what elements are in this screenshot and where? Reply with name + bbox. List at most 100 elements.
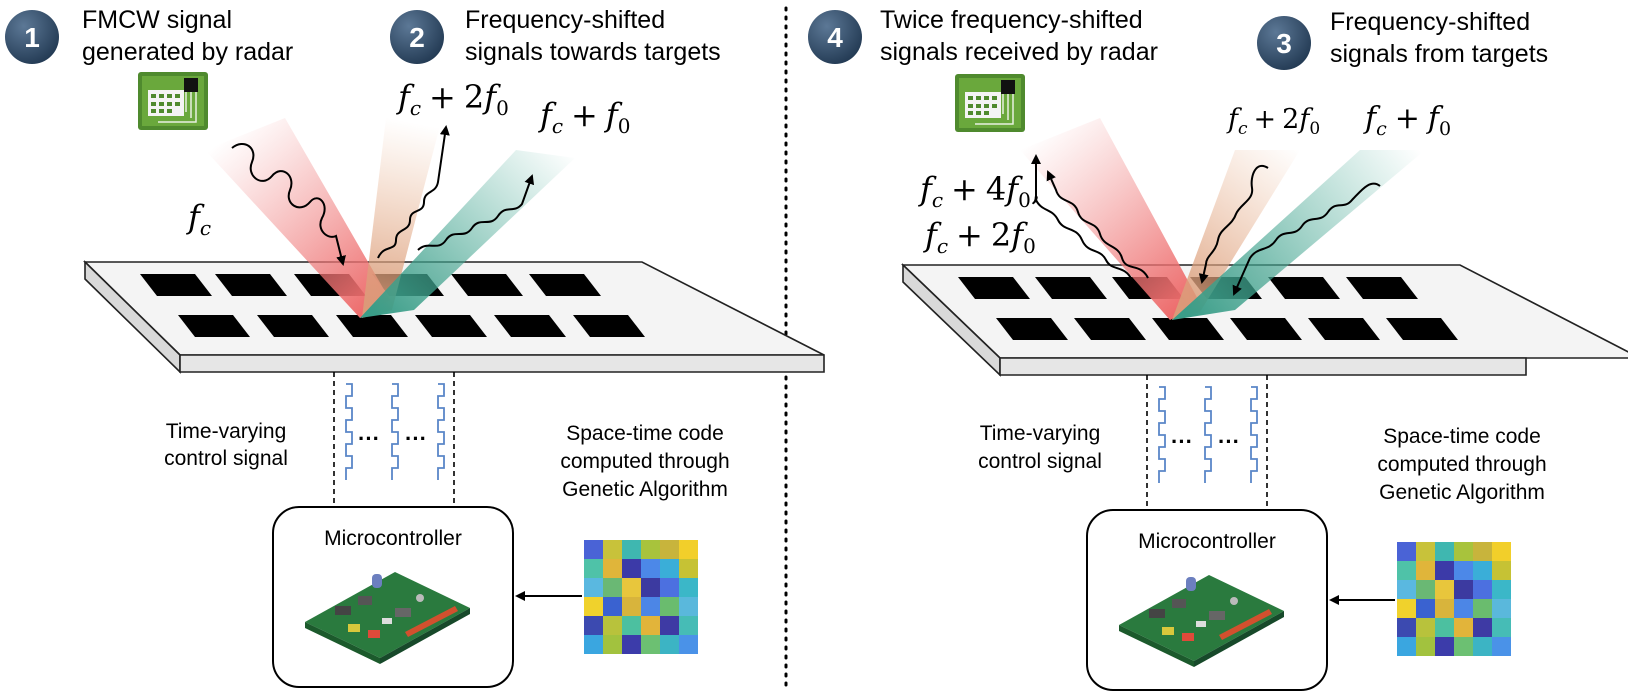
circuit-board-icon (1119, 575, 1284, 667)
code-matrix-cell (660, 559, 679, 578)
code-matrix-cell (660, 540, 679, 559)
beam-from-target-f0 (1172, 150, 1425, 320)
code-matrix-cell (1397, 618, 1416, 637)
code-matrix-cell (1416, 580, 1435, 599)
radar-board-icon (138, 72, 208, 130)
wave-from-target-2f0 (1198, 165, 1269, 284)
code-matrix-cell (603, 540, 622, 559)
space-time-code-label-line1: Space-time code (566, 422, 724, 445)
step-title-line2: signals received by radar (880, 38, 1158, 66)
code-matrix-cell (679, 616, 698, 635)
code-matrix-cell (1454, 542, 1473, 561)
code-matrix-cell (1435, 561, 1454, 580)
space-time-code-label-line2: computed through (1377, 453, 1546, 476)
code-matrix-cell (1416, 542, 1435, 561)
step-badge-1 (5, 10, 59, 64)
code-matrix-cell (1454, 618, 1473, 637)
step-2: 2 Frequency-shifted signals towards targ… (390, 6, 721, 66)
step-badge-2 (390, 10, 444, 64)
beam-shifted-2f0 (362, 118, 442, 318)
ellipsis: ··· (1218, 429, 1240, 454)
code-matrix-cell (641, 540, 660, 559)
left-panel: 1 FMCW signal generated by radar 2 Frequ… (5, 6, 825, 688)
control-signal-label-line2: control signal (164, 447, 288, 470)
code-matrix-cell (660, 597, 679, 616)
control-signal-label-line1: Time-varying (980, 422, 1101, 445)
code-matrix-cell (584, 578, 603, 597)
code-matrix-cell (1473, 542, 1492, 561)
code-matrix-cell (584, 559, 603, 578)
step-title-line1: Frequency-shifted (465, 6, 665, 34)
label-fc-plus-2f0: fc +2f0 (1226, 104, 1320, 139)
signal-beams (1020, 118, 1425, 320)
microcontroller-box: Microcontroller (272, 506, 514, 688)
wave-f0 (417, 174, 535, 251)
code-matrix-cell (1473, 618, 1492, 637)
wave-2f0 (377, 125, 450, 259)
space-time-code-matrix (584, 540, 698, 654)
step-title-line2: generated by radar (82, 38, 293, 66)
step-3: 3 Frequency-shifted signals from targets (1257, 8, 1548, 70)
code-matrix-cell (622, 616, 641, 635)
code-matrix-cell (660, 635, 679, 654)
step-title-line1: Twice frequency-shifted (880, 6, 1143, 34)
code-matrix-cell (622, 578, 641, 597)
code-matrix-cell (641, 597, 660, 616)
label-fc: fc (186, 198, 211, 240)
step-badge-4 (808, 10, 862, 64)
code-matrix-cell (1416, 618, 1435, 637)
control-signal-label-line1: Time-varying (166, 420, 287, 443)
metasurface-panel (83, 260, 825, 374)
code-matrix-cell (603, 635, 622, 654)
metasurface-panel (901, 263, 1628, 377)
code-matrix-cell (1454, 637, 1473, 656)
code-matrix-cell (1454, 580, 1473, 599)
circuit-board-icon (305, 572, 470, 664)
code-matrix-cell (1435, 599, 1454, 618)
code-matrix-cell (603, 559, 622, 578)
code-matrix-cell (603, 578, 622, 597)
code-matrix-cell (1473, 580, 1492, 599)
code-matrix-cell (622, 559, 641, 578)
code-matrix-cell (584, 540, 603, 559)
code-matrix-cell (660, 578, 679, 597)
label-fc-plus-2f0-received: fc +2f0 (923, 216, 1036, 258)
control-signal-label-line2: control signal (978, 450, 1102, 473)
code-matrix-cell (584, 597, 603, 616)
metasurface-elements (958, 277, 1458, 340)
code-matrix-cell (1492, 637, 1511, 656)
space-time-code-label-line3: Genetic Algorithm (1379, 481, 1545, 504)
ellipsis: ··· (358, 426, 380, 451)
code-matrix-cell (660, 616, 679, 635)
label-fc-plus-f0: fc + f0 (538, 96, 630, 138)
code-matrix-cell (679, 578, 698, 597)
microcontroller-label: Microcontroller (324, 527, 462, 550)
code-matrix-cell (1435, 580, 1454, 599)
code-matrix-cell (641, 635, 660, 654)
code-matrix-cell (1416, 637, 1435, 656)
wave-incident (231, 143, 346, 266)
code-matrix-cell (1454, 561, 1473, 580)
step-1: 1 FMCW signal generated by radar (5, 6, 293, 66)
step-number: 1 (24, 22, 40, 53)
step-title-line2: signals towards targets (465, 38, 721, 66)
code-matrix-cell (603, 616, 622, 635)
code-matrix-cell (1397, 561, 1416, 580)
code-matrix-cell (641, 559, 660, 578)
step-title-line1: Frequency-shifted (1330, 8, 1530, 36)
step-number: 2 (409, 22, 425, 53)
beam-shifted-f0 (360, 150, 575, 318)
step-4: 4 Twice frequency-shifted signals receiv… (808, 6, 1158, 66)
microcontroller-box: Microcontroller (1086, 509, 1328, 691)
code-matrix-cell (1492, 618, 1511, 637)
label-fc-plus-2f0: fc +2f0 (396, 78, 509, 120)
code-matrix-cell (1492, 561, 1511, 580)
beam-received (1020, 118, 1200, 320)
ellipsis: ··· (405, 426, 427, 451)
code-matrix-cell (641, 616, 660, 635)
code-matrix-cell (679, 540, 698, 559)
code-matrix-cell (622, 540, 641, 559)
ellipsis: ··· (1171, 429, 1193, 454)
control-signal-lines: ··· ··· (333, 372, 455, 503)
